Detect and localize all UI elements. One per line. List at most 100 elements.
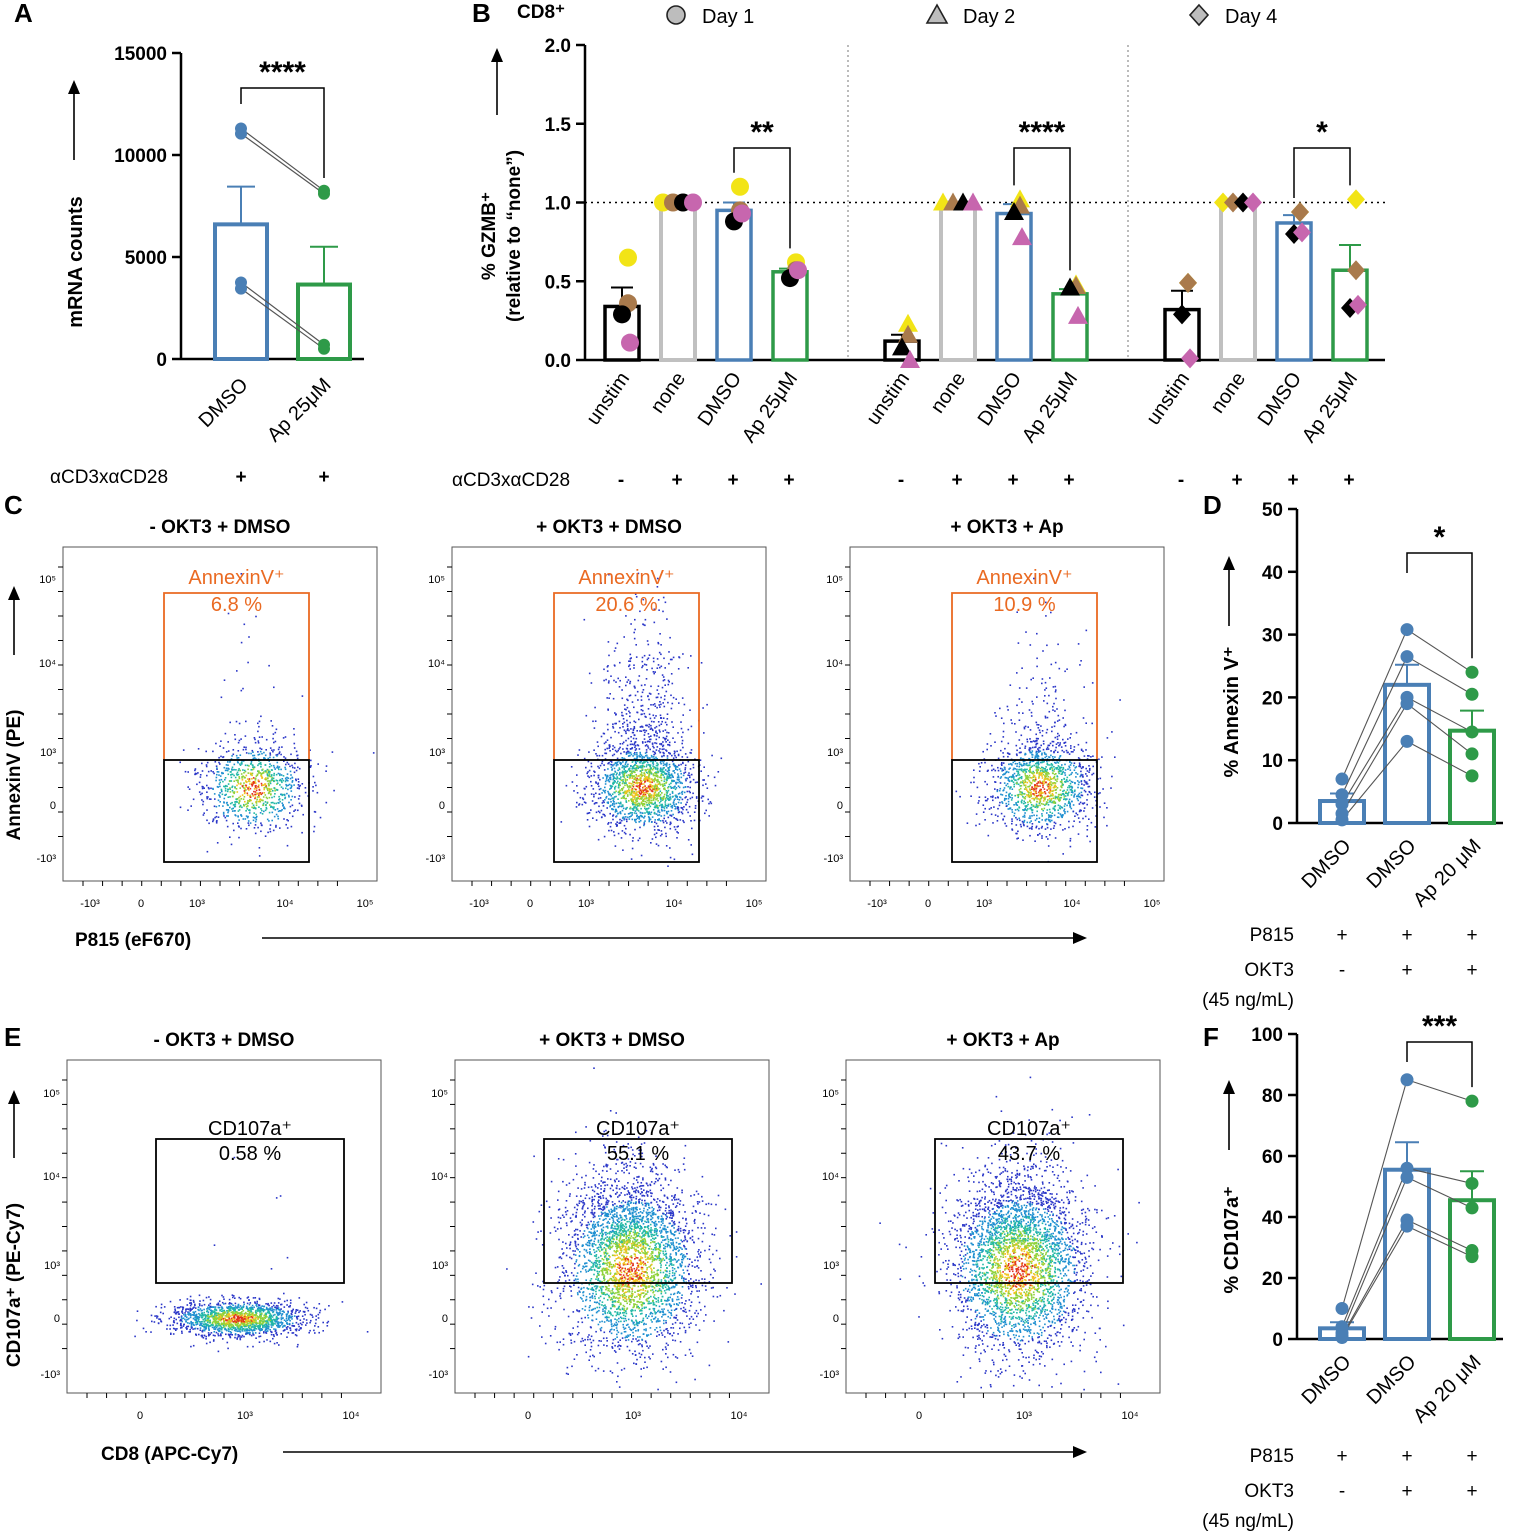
panel-c-plot-2-event bbox=[649, 805, 652, 808]
panel-c-plot-2-event bbox=[653, 785, 656, 787]
panel-c-plot-2-event bbox=[616, 761, 619, 763]
panel-c-plot-2-event bbox=[615, 713, 617, 715]
panel-c-plot-3-event bbox=[1091, 682, 1094, 684]
panel-c-plot-1-event bbox=[279, 800, 281, 803]
panel-c-plot-2-event bbox=[621, 830, 624, 832]
panel-c-plot-2-event bbox=[671, 804, 674, 807]
panel-c-plot-3-event bbox=[1044, 695, 1046, 697]
panel-c-plot-3-event bbox=[983, 758, 986, 760]
panel-e-plot-1-event bbox=[285, 1315, 288, 1318]
panel-c-plot-3-event bbox=[1006, 783, 1009, 785]
panel-c-plot-2-event bbox=[603, 801, 605, 804]
panel-c-plot-2-event bbox=[673, 750, 676, 753]
panel-c-plot-3-event bbox=[1086, 799, 1088, 801]
panel-a-point bbox=[318, 187, 330, 200]
panel-c-plot-1-event bbox=[244, 770, 247, 773]
panel-c-plot-2-event bbox=[669, 793, 671, 796]
panel-c-plot-3-event bbox=[1036, 665, 1038, 668]
panel-c-plot-2-event bbox=[623, 797, 625, 799]
panel-c-plot-2-event bbox=[629, 773, 632, 775]
panel-c-plot-2-event bbox=[666, 807, 668, 809]
panel-c-plot-2-event bbox=[680, 776, 683, 779]
panel-c-plot-3-event bbox=[1054, 782, 1057, 784]
panel-c-plot-3-event bbox=[1042, 758, 1044, 760]
panel-c-plot-2-event bbox=[662, 702, 664, 704]
panel-c-plot-3-event bbox=[1040, 827, 1043, 829]
panel-c-plot-2-event bbox=[632, 794, 634, 797]
panel-e-plot-1-event bbox=[243, 1335, 245, 1338]
panel-c-plot-2-event bbox=[655, 696, 658, 699]
panel-c-plot-3-event bbox=[1042, 797, 1045, 799]
panel-c-plot-3-event bbox=[1046, 728, 1049, 731]
panel-c-plot-1-event bbox=[290, 786, 293, 789]
panel-c-plot-2-event bbox=[634, 769, 637, 771]
panel-c-plot-3-event bbox=[986, 783, 988, 786]
panel-c-plot-2-event bbox=[648, 775, 650, 778]
panel-c-plot-2-event bbox=[642, 792, 644, 794]
panel-c-plot-2-x-tick-label: 10⁴ bbox=[666, 898, 683, 910]
panel-c-plot-3-event bbox=[1047, 785, 1049, 788]
panel-c-plot-1-event bbox=[215, 779, 217, 782]
panel-c-plot-2-event bbox=[659, 748, 661, 750]
panel-c-plot-2-event bbox=[667, 804, 670, 807]
panel-c-plot-2-event bbox=[638, 755, 640, 757]
panel-c-plot-3-event bbox=[1032, 772, 1034, 775]
panel-c-plot-2-event bbox=[640, 802, 643, 805]
panel-c-plot-3-event bbox=[1018, 739, 1021, 741]
panel-c-plot-3-event bbox=[1067, 751, 1069, 754]
panel-c-plot-3-event bbox=[1073, 746, 1076, 748]
panel-c-plot-3-event bbox=[1057, 643, 1059, 646]
panel-c-plot-2-event bbox=[632, 765, 635, 767]
panel-c-plot-2-event bbox=[622, 714, 624, 717]
panel-c-plot-2-event bbox=[650, 786, 653, 788]
panel-c-plot-1-y-tick-label: 10⁵ bbox=[39, 574, 56, 586]
panel-c-plot-2-event bbox=[633, 806, 635, 808]
panel-c-plot-3-event bbox=[1065, 791, 1067, 793]
panel-c-plot-2-event bbox=[646, 740, 649, 743]
panel-c-plot-2-event bbox=[635, 767, 638, 769]
panel-c-plot-1-event bbox=[293, 771, 296, 774]
panel-c-plot-3-event bbox=[1039, 782, 1041, 785]
panel-c-plot-1-event bbox=[221, 793, 224, 796]
panel-c-plot-2-event bbox=[692, 792, 694, 795]
panel-c-plot-1-event bbox=[258, 753, 261, 756]
panel-c-plot-1-event bbox=[251, 802, 254, 805]
panel-c-plot-2-event bbox=[584, 788, 586, 790]
panel-c-plot-2-event bbox=[657, 770, 659, 773]
panel-c-plot-2-event bbox=[634, 806, 636, 808]
panel-c-plot-3-event bbox=[1085, 781, 1088, 783]
panel-c-plot-2-event bbox=[659, 776, 661, 779]
panel-c-plot-1-event bbox=[254, 807, 256, 809]
panel-c-plot-3-event bbox=[1013, 783, 1015, 786]
panel-c-plot-3-event bbox=[1001, 770, 1003, 772]
panel-c-plot-2-event bbox=[660, 696, 662, 699]
panel-c-plot-2-event bbox=[692, 763, 695, 766]
panel-c-plot-3-event bbox=[1050, 778, 1052, 780]
panel-b-legend-marker bbox=[1188, 3, 1210, 27]
panel-c-plot-2-event bbox=[672, 776, 674, 778]
panel-c-plot-3-event bbox=[1058, 734, 1060, 737]
panel-e-plot-1-event bbox=[279, 1310, 281, 1312]
panel-c-plot-2-event bbox=[658, 724, 661, 727]
panel-c-plot-3-event bbox=[1029, 800, 1031, 802]
panel-c-plot-2-event bbox=[691, 853, 694, 856]
panel-c-plot-1-event bbox=[231, 795, 234, 798]
panel-c-plot-2-event bbox=[675, 783, 677, 785]
panel-c-plot-3-event bbox=[1049, 787, 1052, 790]
panel-c-plot-2-event bbox=[612, 697, 615, 700]
panel-c-plot-1-event bbox=[245, 803, 247, 806]
panel-c-plot-2-event bbox=[636, 777, 638, 780]
panel-c-plot-3-event bbox=[1028, 770, 1030, 772]
panel-c-plot-1-event bbox=[261, 777, 263, 779]
panel-c-plot-2-event bbox=[615, 810, 618, 812]
panel-c-plot-1-event bbox=[302, 813, 304, 816]
panel-c-plot-2-event bbox=[635, 764, 638, 767]
panel-c-plot-2-event bbox=[649, 760, 652, 763]
panel-c-plot-1-event bbox=[224, 732, 227, 735]
panel-c-plot-2-event bbox=[616, 751, 618, 753]
panel-c-plot-2-event bbox=[623, 794, 626, 797]
panel-c-plot-3-event bbox=[1057, 793, 1060, 796]
panel-c-plot-1-event bbox=[238, 768, 240, 770]
panel-c-plot-2-event bbox=[688, 805, 691, 808]
panel-c-plot-3-event bbox=[1045, 818, 1048, 820]
